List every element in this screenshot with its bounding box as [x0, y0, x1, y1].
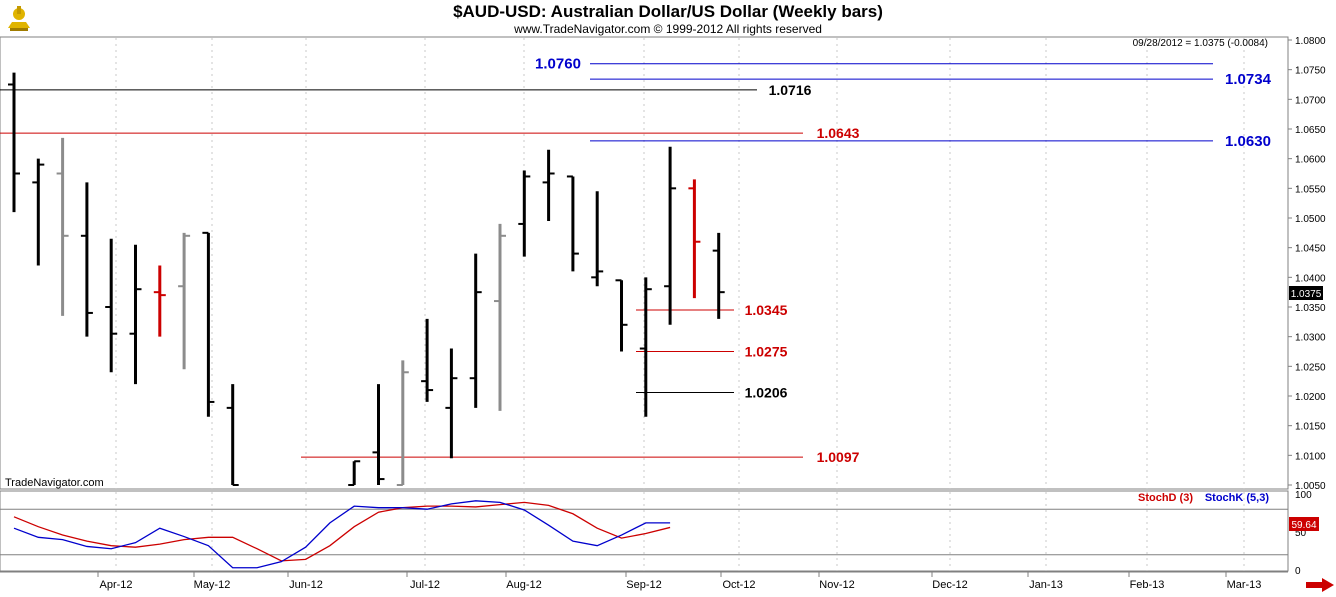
level-label: 1.0097	[817, 449, 860, 465]
last-price-text: 1.0375	[1291, 289, 1322, 300]
copyright-subtitle: www.TradeNavigator.com © 1999-2012 All r…	[514, 22, 822, 36]
stoch-y-tick-label: 0	[1295, 566, 1301, 577]
y-tick-label: 1.0450	[1295, 244, 1326, 255]
x-tick-label: Jan-13	[1029, 579, 1063, 591]
legend-stochd: StochD (3)	[1138, 492, 1193, 504]
x-tick-label: Nov-12	[819, 579, 854, 591]
y-tick-label: 1.0750	[1295, 66, 1326, 77]
level-label: 1.0630	[1225, 133, 1271, 150]
last-stoch-text: 59.64	[1291, 520, 1316, 531]
legend-stochk: StochK (5,3)	[1205, 492, 1270, 504]
level-label: 1.0206	[745, 384, 788, 400]
x-tick-label: Sep-12	[626, 579, 661, 591]
y-tick-label: 1.0150	[1295, 422, 1326, 433]
y-tick-label: 1.0050	[1295, 481, 1326, 492]
stoch-y-tick-label: 100	[1295, 490, 1312, 501]
x-tick-label: Apr-12	[99, 579, 132, 591]
x-tick-label: Aug-12	[506, 579, 541, 591]
watermark-text: TradeNavigator.com	[5, 477, 104, 489]
y-tick-label: 1.0700	[1295, 95, 1326, 106]
last-stoch-badge	[1289, 517, 1319, 531]
y-tick-label: 1.0600	[1295, 155, 1326, 166]
x-tick-label: Jul-12	[410, 579, 440, 591]
level-label: 1.0345	[745, 302, 788, 318]
scroll-right-arrow-icon[interactable]	[1306, 578, 1334, 592]
y-tick-label: 1.0200	[1295, 392, 1326, 403]
y-tick-label: 1.0250	[1295, 362, 1326, 373]
x-tick-label: May-12	[194, 579, 231, 591]
level-label: 1.0275	[745, 344, 788, 360]
x-tick-label: Feb-13	[1130, 579, 1165, 591]
last-price-badge	[1289, 286, 1323, 300]
y-tick-label: 1.0350	[1295, 303, 1326, 314]
y-tick-label: 1.0100	[1295, 451, 1326, 462]
level-label: 1.0760	[535, 56, 581, 73]
x-tick-label: Dec-12	[932, 579, 967, 591]
y-tick-label: 1.0800	[1295, 36, 1326, 47]
chart-header: $AUD-USD: Australian Dollar/US Dollar (W…	[0, 0, 1336, 38]
y-tick-label: 1.0300	[1295, 333, 1326, 344]
x-tick-label: Oct-12	[722, 579, 755, 591]
x-tick-label: Mar-13	[1227, 579, 1262, 591]
level-label: 1.0643	[817, 125, 860, 141]
trade-navigator-logo-icon	[4, 2, 34, 34]
status-readout: 09/28/2012 = 1.0375 (-0.0084)	[1133, 38, 1268, 49]
stoch-y-tick-label: 50	[1295, 528, 1307, 539]
x-tick-label: Jun-12	[289, 579, 323, 591]
level-label: 1.0734	[1225, 71, 1272, 88]
y-tick-label: 1.0650	[1295, 125, 1326, 136]
y-tick-label: 1.0400	[1295, 273, 1326, 284]
level-label: 1.0716	[769, 82, 812, 98]
stoch-series-line	[13, 500, 671, 569]
y-tick-label: 1.0550	[1295, 184, 1326, 195]
stoch-series-line	[13, 501, 671, 562]
chart-title: $AUD-USD: Australian Dollar/US Dollar (W…	[453, 2, 883, 21]
y-tick-label: 1.0500	[1295, 214, 1326, 225]
